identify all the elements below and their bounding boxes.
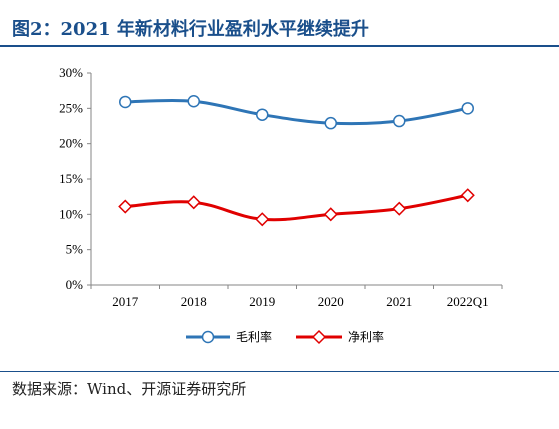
y-tick-label: 10% xyxy=(59,206,83,221)
x-tick-label: 2020 xyxy=(318,294,344,309)
series-0-point xyxy=(187,95,200,108)
y-tick-label: 0% xyxy=(66,277,84,292)
y-tick-label: 5% xyxy=(66,242,84,257)
series-1-point xyxy=(255,212,270,227)
figure-title: 图2：2021 年新材料行业盈利水平继续提升 xyxy=(12,19,369,40)
x-tick-label: 2021 xyxy=(386,294,412,309)
x-tick-label: 2017 xyxy=(112,294,139,309)
y-tick-label: 25% xyxy=(59,100,83,115)
x-tick-label: 2022Q1 xyxy=(447,294,489,309)
series-1-point xyxy=(392,201,407,216)
series-1-point xyxy=(186,195,201,210)
series-line-0 xyxy=(125,98,469,126)
series-0-point xyxy=(119,95,132,109)
series-0-point xyxy=(393,114,406,128)
series-0-point xyxy=(324,116,337,130)
chart-series xyxy=(118,95,475,227)
title-rule xyxy=(0,45,559,47)
chart-legend: 毛利率 净利率 xyxy=(186,329,384,345)
y-tick-label: 20% xyxy=(59,136,83,151)
x-tick-label: 2018 xyxy=(181,294,207,309)
legend-label-0: 毛利率 xyxy=(236,329,272,344)
chart-axes: 0% 5% 10% 15% 20% 25% 30% 2017 2018 2019 2020 2021 2… xyxy=(59,65,503,309)
series-1-point xyxy=(460,188,475,203)
y-tick-label: 15% xyxy=(59,171,83,186)
legend-marker-0 xyxy=(201,330,215,344)
legend-marker-1 xyxy=(311,329,327,345)
legend-label-1: 净利率 xyxy=(348,329,384,344)
series-1-point xyxy=(118,199,133,214)
source-rule xyxy=(0,371,559,372)
x-tick-label: 2019 xyxy=(249,294,275,309)
series-0-point xyxy=(256,108,269,121)
series-1-point xyxy=(323,207,338,222)
y-tick-label: 30% xyxy=(59,65,83,80)
series-0-point xyxy=(461,102,474,115)
source-note: 数据来源：Wind、开源证券研究所 xyxy=(12,380,247,398)
series-line-1 xyxy=(125,193,469,222)
line-chart: 0% 5% 10% 15% 20% 25% 30% 2017 2018 2019 2020 2021 2… xyxy=(59,65,503,345)
